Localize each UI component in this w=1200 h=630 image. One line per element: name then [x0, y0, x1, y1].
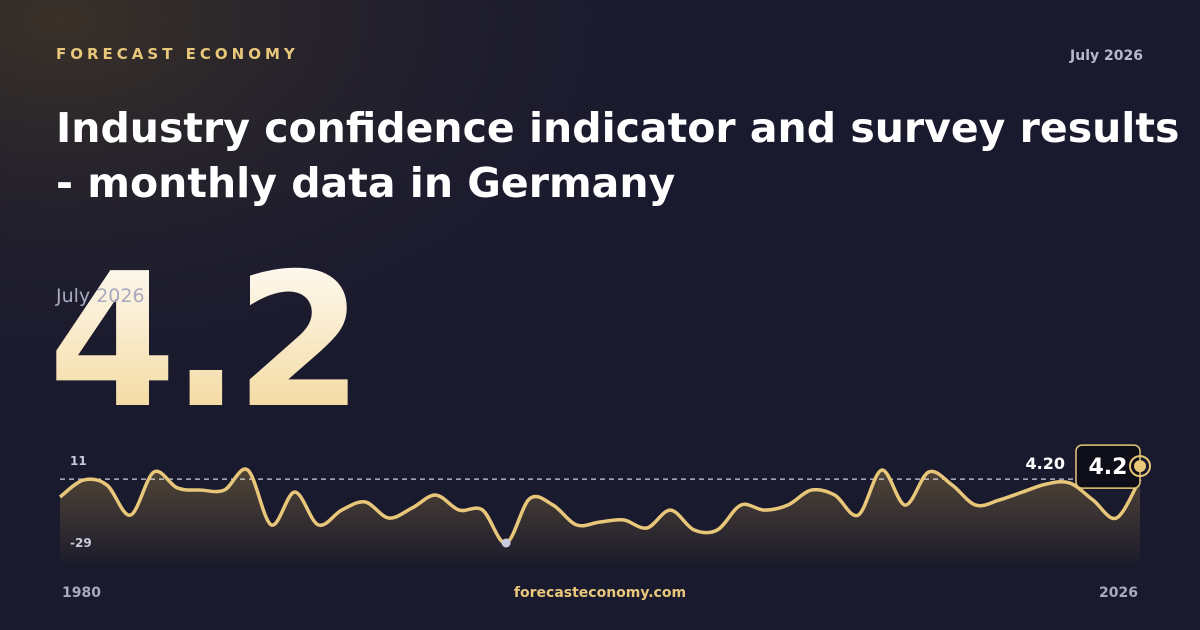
brand: FORECAST ECONOMY	[56, 45, 299, 63]
x-tick-label: 1980	[62, 585, 101, 601]
y-tick-label: -29	[70, 536, 92, 550]
x-tick-label: 2026	[1099, 585, 1138, 601]
footer-site: forecasteconomy.com	[514, 585, 686, 601]
title: Industry confidence indicator and survey…	[56, 104, 1179, 152]
latest-ring	[1129, 455, 1151, 478]
min-marker	[501, 538, 511, 548]
line	[58, 467, 1142, 545]
date: July 2026	[1069, 48, 1143, 64]
reference-label: 4.20	[1026, 454, 1065, 473]
sparkline: 4.20 4.2 -29 11 1980 2026	[58, 444, 1151, 601]
latest-marker	[1134, 460, 1146, 473]
latest-badge-value: 4.2	[1089, 455, 1128, 480]
subtitle: - monthly data in Germany	[56, 159, 675, 207]
big-value: 4.2	[48, 233, 358, 449]
y-tick-label: 11	[70, 454, 87, 468]
latest-label: July 2026	[55, 285, 145, 307]
